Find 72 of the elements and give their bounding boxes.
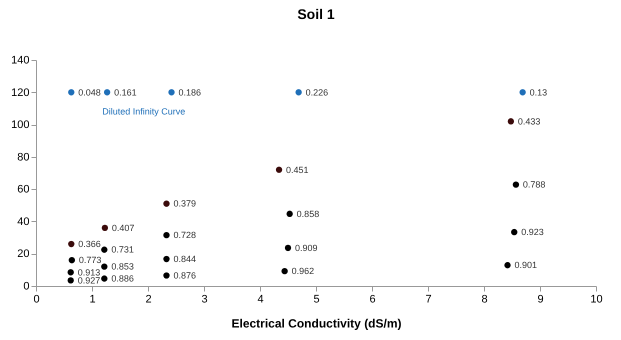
point	[68, 277, 74, 284]
x-tick-label: 1	[89, 294, 96, 306]
point	[68, 240, 74, 248]
x-tick-label: 7	[425, 294, 432, 306]
point	[163, 232, 170, 238]
annotation: 0.788	[522, 180, 546, 190]
annotation: 0.844	[173, 254, 196, 264]
annotation: 0.923	[521, 227, 544, 238]
point	[504, 262, 511, 268]
x-tick-label: 3	[201, 294, 208, 306]
point	[284, 244, 292, 252]
annotation: 0.901	[514, 260, 538, 270]
point	[163, 272, 170, 279]
annotation: 0.161	[114, 87, 137, 98]
annotation: 0.13	[530, 87, 548, 98]
point	[512, 181, 520, 188]
annotation: 0.909	[295, 242, 318, 253]
x-tick-label: 9	[537, 294, 544, 306]
point	[104, 89, 110, 96]
point	[101, 275, 108, 282]
annotation: 0.379	[173, 198, 196, 209]
point	[508, 118, 514, 124]
annotation: 0.962	[292, 266, 314, 276]
point	[101, 246, 108, 253]
point	[68, 257, 75, 264]
point	[68, 89, 74, 96]
point	[511, 228, 518, 236]
annotation: 0.186	[178, 87, 202, 98]
y-tick-label: 120	[11, 86, 30, 99]
annotation: 0.407	[112, 222, 134, 233]
point	[519, 89, 526, 96]
annotation: 0.913	[78, 267, 100, 278]
annotation: 0.853	[111, 262, 134, 272]
chart-title: Soil 1	[297, 6, 335, 22]
annotation: 0.886	[111, 274, 134, 284]
series-label: Diluted Infinity Curve	[102, 106, 186, 116]
point	[276, 166, 282, 173]
annotation: 0.731	[111, 244, 134, 255]
annotation: 0.366	[78, 239, 101, 250]
y-tick-label: 80	[17, 151, 30, 164]
x-tick-label: 5	[313, 294, 320, 306]
point	[163, 256, 170, 262]
point	[68, 269, 74, 276]
x-tick-label: 0	[33, 294, 40, 306]
annotation: 0.927	[78, 275, 100, 286]
annotation: 0.876	[173, 270, 196, 281]
annotation: 0.451	[286, 164, 309, 175]
x-tick-label: 4	[257, 294, 264, 306]
y-tick-label: 0	[23, 280, 30, 292]
point	[281, 268, 288, 274]
x-tick-label: 2	[145, 294, 152, 306]
annotation: 0.433	[518, 116, 540, 126]
point	[101, 263, 108, 270]
point	[168, 89, 175, 96]
annotation: 0.858	[296, 208, 320, 219]
y-tick-label: 60	[17, 184, 30, 196]
y-tick-label: 20	[17, 248, 30, 260]
x-tick-label: 6	[369, 294, 376, 306]
x-tick-label: 8	[481, 294, 488, 306]
annotation: 0.048	[78, 87, 101, 98]
point	[163, 200, 170, 207]
point	[295, 89, 302, 96]
y-tick-label: 100	[11, 119, 30, 132]
annotation: 0.226	[306, 87, 328, 98]
annotation: 0.728	[173, 230, 196, 240]
x-tick-label: 10	[590, 294, 603, 306]
point	[286, 210, 293, 217]
point	[102, 224, 108, 232]
annotation: 0.773	[78, 255, 102, 266]
y-tick-label: 140	[11, 54, 30, 66]
x-axis-title: Electrical Conductivity (dS/m)	[231, 316, 402, 330]
y-tick-label: 40	[17, 216, 30, 228]
